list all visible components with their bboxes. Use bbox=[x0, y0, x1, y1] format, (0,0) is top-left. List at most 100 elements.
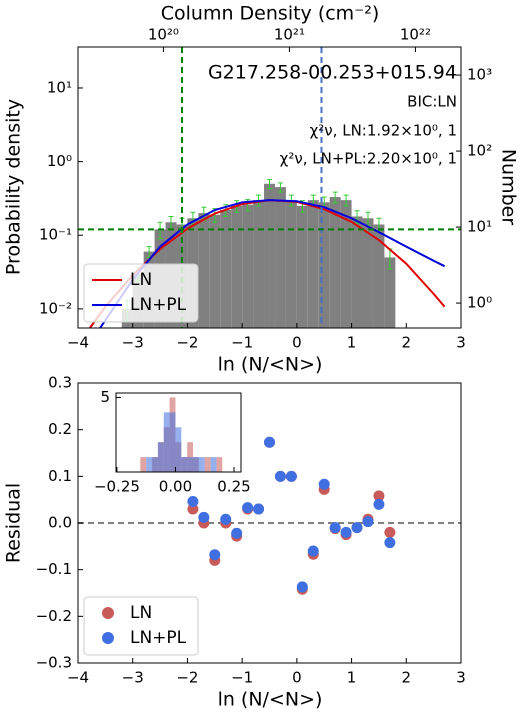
annotation: BIC:LN bbox=[407, 93, 457, 111]
y-tick-label: 10¹ bbox=[47, 78, 72, 96]
point bbox=[307, 545, 319, 557]
y-axis-label: Residual bbox=[3, 483, 25, 563]
plot-area bbox=[78, 436, 461, 595]
point bbox=[274, 470, 286, 482]
y-tick-label: 0.1 bbox=[48, 467, 72, 485]
inset-bar bbox=[210, 457, 217, 472]
inset-bar bbox=[204, 457, 211, 472]
bar bbox=[329, 197, 341, 328]
legend-label: LN+PL bbox=[130, 628, 187, 648]
y2-tick-label: 10¹ bbox=[467, 218, 492, 236]
bar bbox=[384, 257, 396, 328]
legend-swatch bbox=[102, 632, 114, 644]
point bbox=[220, 513, 232, 525]
legend-label: LN bbox=[130, 603, 152, 623]
inset-bar bbox=[175, 427, 182, 472]
bar bbox=[362, 218, 374, 328]
error-bar bbox=[332, 191, 338, 204]
point bbox=[264, 436, 275, 448]
point bbox=[384, 526, 396, 538]
inset-bar bbox=[198, 457, 205, 472]
y2-tick-label: 10⁰ bbox=[467, 294, 492, 312]
x-axis-label: ln (N/<N>) bbox=[218, 354, 323, 376]
inset-bar bbox=[140, 457, 147, 472]
x-tick-label: −4 bbox=[67, 669, 89, 687]
x2-tick-label: 10²² bbox=[400, 26, 431, 44]
inset-bar bbox=[146, 457, 153, 472]
x-tick-label: 0 bbox=[292, 334, 302, 352]
annotation: χ²ν, LN+PL:2.20×10⁰, 1 bbox=[280, 150, 457, 168]
point bbox=[362, 516, 374, 528]
annotation: χ²ν, LN:1.92×10⁰, 1 bbox=[310, 122, 457, 140]
x-tick-label: 3 bbox=[456, 669, 466, 687]
bar bbox=[242, 204, 254, 328]
bar bbox=[231, 205, 243, 328]
x-tick-label: 1 bbox=[347, 334, 357, 352]
x-tick-label: 0.25 bbox=[217, 478, 250, 496]
point bbox=[340, 526, 352, 538]
top-axis-label: Column Density (cm⁻²) bbox=[161, 3, 380, 25]
x-tick-label: −3 bbox=[122, 334, 144, 352]
point bbox=[285, 470, 297, 482]
point bbox=[209, 549, 221, 561]
x-tick-label: −1 bbox=[231, 334, 253, 352]
inset-bar bbox=[187, 457, 194, 472]
bar bbox=[351, 216, 363, 328]
point bbox=[242, 502, 254, 514]
bar bbox=[274, 187, 286, 328]
y2-tick-label: 10³ bbox=[467, 66, 492, 84]
point bbox=[373, 490, 385, 502]
y-tick-label: 0.2 bbox=[48, 420, 72, 438]
y-tick-label: −0.2 bbox=[36, 607, 72, 625]
legend-label: LN bbox=[130, 270, 152, 290]
inset-bar bbox=[152, 457, 158, 472]
x-axis-label: ln (N/<N>) bbox=[218, 689, 323, 711]
inset-bar bbox=[163, 412, 170, 472]
y-tick-label: 10⁻² bbox=[39, 299, 72, 317]
bar bbox=[253, 200, 265, 328]
bar bbox=[296, 205, 308, 328]
x-tick-label: 2 bbox=[402, 669, 412, 687]
legend-box bbox=[83, 263, 199, 323]
x-tick-label: −1 bbox=[231, 669, 253, 687]
y-tick-label: 0.3 bbox=[48, 374, 72, 392]
point bbox=[187, 496, 199, 508]
point bbox=[198, 511, 210, 523]
y-tick-label: 10⁰ bbox=[47, 152, 72, 170]
point bbox=[253, 503, 265, 515]
x-tick-label: −0.25 bbox=[94, 478, 140, 496]
inset-bar bbox=[181, 457, 188, 472]
point bbox=[318, 478, 330, 490]
x-tick-label: 0 bbox=[292, 669, 302, 687]
error-bar bbox=[157, 221, 163, 240]
x2-tick-label: 10²⁰ bbox=[148, 26, 179, 44]
bar bbox=[318, 202, 330, 328]
legend-swatch bbox=[102, 607, 114, 619]
point bbox=[384, 537, 396, 549]
bar bbox=[285, 200, 297, 328]
bar bbox=[264, 183, 275, 328]
error-bar bbox=[267, 179, 272, 190]
point bbox=[351, 522, 363, 534]
y-tick-label: −0.1 bbox=[36, 560, 72, 578]
error-bar bbox=[277, 182, 283, 193]
legend-label: LN+PL bbox=[130, 295, 187, 315]
x-tick-label: 2 bbox=[402, 334, 412, 352]
x-tick-label: 1 bbox=[347, 669, 357, 687]
bar bbox=[220, 210, 232, 328]
annotation: G217.258-00.253+015.94 bbox=[208, 62, 457, 84]
point bbox=[231, 527, 243, 539]
y2-tick-label: 10² bbox=[467, 142, 492, 160]
point bbox=[296, 581, 308, 593]
y-tick-label: 10⁻¹ bbox=[39, 226, 72, 244]
inset-bar bbox=[169, 412, 176, 472]
y-axis-label: Probability density bbox=[3, 99, 25, 275]
bar bbox=[198, 213, 210, 328]
bar bbox=[373, 224, 385, 328]
y-tick-label: 5 bbox=[100, 388, 110, 406]
y-tick-label: −0.3 bbox=[36, 654, 72, 672]
inset-bar bbox=[216, 457, 223, 472]
y2-axis-label: Number bbox=[498, 149, 520, 226]
point bbox=[329, 522, 341, 534]
bar bbox=[209, 214, 221, 328]
